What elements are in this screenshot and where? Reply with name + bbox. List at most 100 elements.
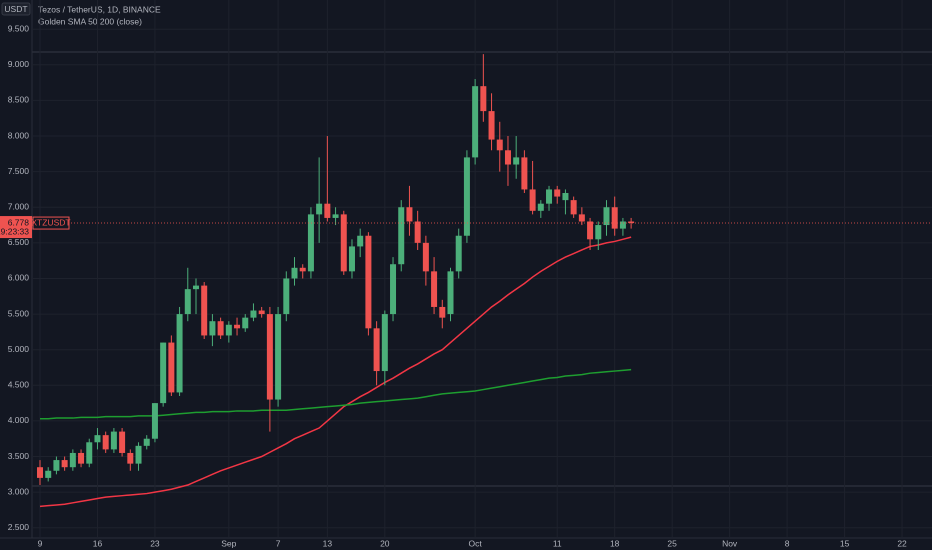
candle-body <box>390 264 397 315</box>
candle-body <box>529 189 536 211</box>
candle-body <box>258 310 265 315</box>
y-tick-label: 6.000 <box>8 273 30 283</box>
candle-body <box>480 86 487 112</box>
candle-body <box>447 271 454 315</box>
candle-body <box>143 438 150 446</box>
x-tick-label: 25 <box>667 538 677 548</box>
y-tick-label: 3.500 <box>8 451 30 461</box>
unit-box <box>1 2 31 16</box>
candle-body <box>496 139 503 151</box>
candle-body <box>242 317 249 329</box>
y-axis-label: USDT <box>4 4 27 14</box>
candle-body <box>119 431 126 453</box>
candle-body <box>439 306 446 318</box>
x-tick-label: 13 <box>323 538 333 548</box>
candle-body <box>332 214 339 218</box>
candle-body <box>406 207 413 222</box>
candle-body <box>619 221 626 229</box>
candle-body <box>102 435 109 450</box>
candle-body <box>78 452 85 464</box>
last-price-box <box>0 216 32 239</box>
candle-body <box>422 242 429 272</box>
candle-body <box>127 452 134 464</box>
candle-body <box>488 111 495 140</box>
y-tick-label: 8.000 <box>8 130 30 140</box>
x-tick-label: 15 <box>840 538 850 548</box>
candle-body <box>217 321 224 336</box>
candle-body <box>201 285 208 336</box>
candle-body <box>455 235 462 272</box>
candle-body <box>192 285 199 290</box>
candle-body <box>472 86 479 158</box>
x-tick-label: 23 <box>150 538 160 548</box>
candle-body <box>234 324 241 329</box>
y-tick-label: 7.000 <box>8 202 30 212</box>
candle-body <box>135 445 142 464</box>
candle-body <box>225 324 232 336</box>
x-tick-label: Sep <box>221 538 236 548</box>
symbol-box <box>32 216 70 230</box>
candle-body <box>373 328 380 372</box>
candle-body <box>94 435 101 443</box>
y-tick-label: 9.500 <box>8 23 30 33</box>
candle-body <box>307 214 314 272</box>
candle-body <box>570 200 577 215</box>
candle-body <box>628 221 635 224</box>
candle-body <box>431 271 438 307</box>
candle-body <box>283 278 290 315</box>
candle-body <box>546 189 553 204</box>
candle-body <box>357 235 364 247</box>
x-tick-label: 18 <box>610 538 620 548</box>
y-tick-label: 4.500 <box>8 380 30 390</box>
candle-body <box>316 203 323 215</box>
candle-body <box>595 225 602 240</box>
y-tick-label: 3.000 <box>8 486 30 496</box>
candle-body <box>37 467 43 478</box>
sma-line <box>39 236 632 508</box>
candle-body <box>250 310 257 318</box>
candle-body <box>61 460 68 468</box>
candle-body <box>537 203 544 211</box>
candle-body <box>398 207 405 265</box>
indicator-label: Golden SMA 50 200 (close) <box>38 16 142 26</box>
y-tick-label: 5.500 <box>8 308 30 318</box>
candle-body <box>340 214 347 272</box>
candle-body <box>168 342 175 393</box>
candle-body <box>69 452 76 468</box>
x-tick-label: 8 <box>785 538 790 548</box>
candle-body <box>578 214 585 222</box>
y-tick-label: 4.000 <box>8 415 30 425</box>
x-tick-label: 11 <box>553 538 562 548</box>
x-tick-label: 16 <box>93 538 103 548</box>
y-tick-label: 2.500 <box>8 522 30 532</box>
candle-body <box>266 314 273 400</box>
candle-body <box>562 193 569 201</box>
countdown: 19:23:33 <box>0 226 29 236</box>
candle-body <box>299 267 306 272</box>
candle-body <box>209 321 216 336</box>
candle-body <box>554 189 561 197</box>
y-tick-label: 6.500 <box>8 237 30 247</box>
x-tick-label: 20 <box>380 538 390 548</box>
candle-body <box>504 150 511 165</box>
y-tick-label: 9.000 <box>8 59 30 69</box>
candle-body <box>53 460 60 471</box>
candle-body <box>291 267 298 279</box>
chart-title: Tezos / TetherUS, 1D, BINANCE <box>38 4 161 14</box>
candle-body <box>45 470 52 478</box>
candle-body <box>587 221 594 240</box>
last-price-label: 6.778 <box>8 217 30 227</box>
candle-body <box>176 314 183 393</box>
candle-body <box>160 342 167 404</box>
symbol-label: XTZUSDT <box>31 217 70 227</box>
candle-body <box>324 203 331 218</box>
y-tick-label: 7.500 <box>8 166 30 176</box>
candle-body <box>151 403 158 439</box>
x-tick-label: 7 <box>276 538 281 548</box>
candle-body <box>513 157 520 165</box>
x-tick-label: 22 <box>897 538 907 548</box>
candle-body <box>463 157 470 236</box>
